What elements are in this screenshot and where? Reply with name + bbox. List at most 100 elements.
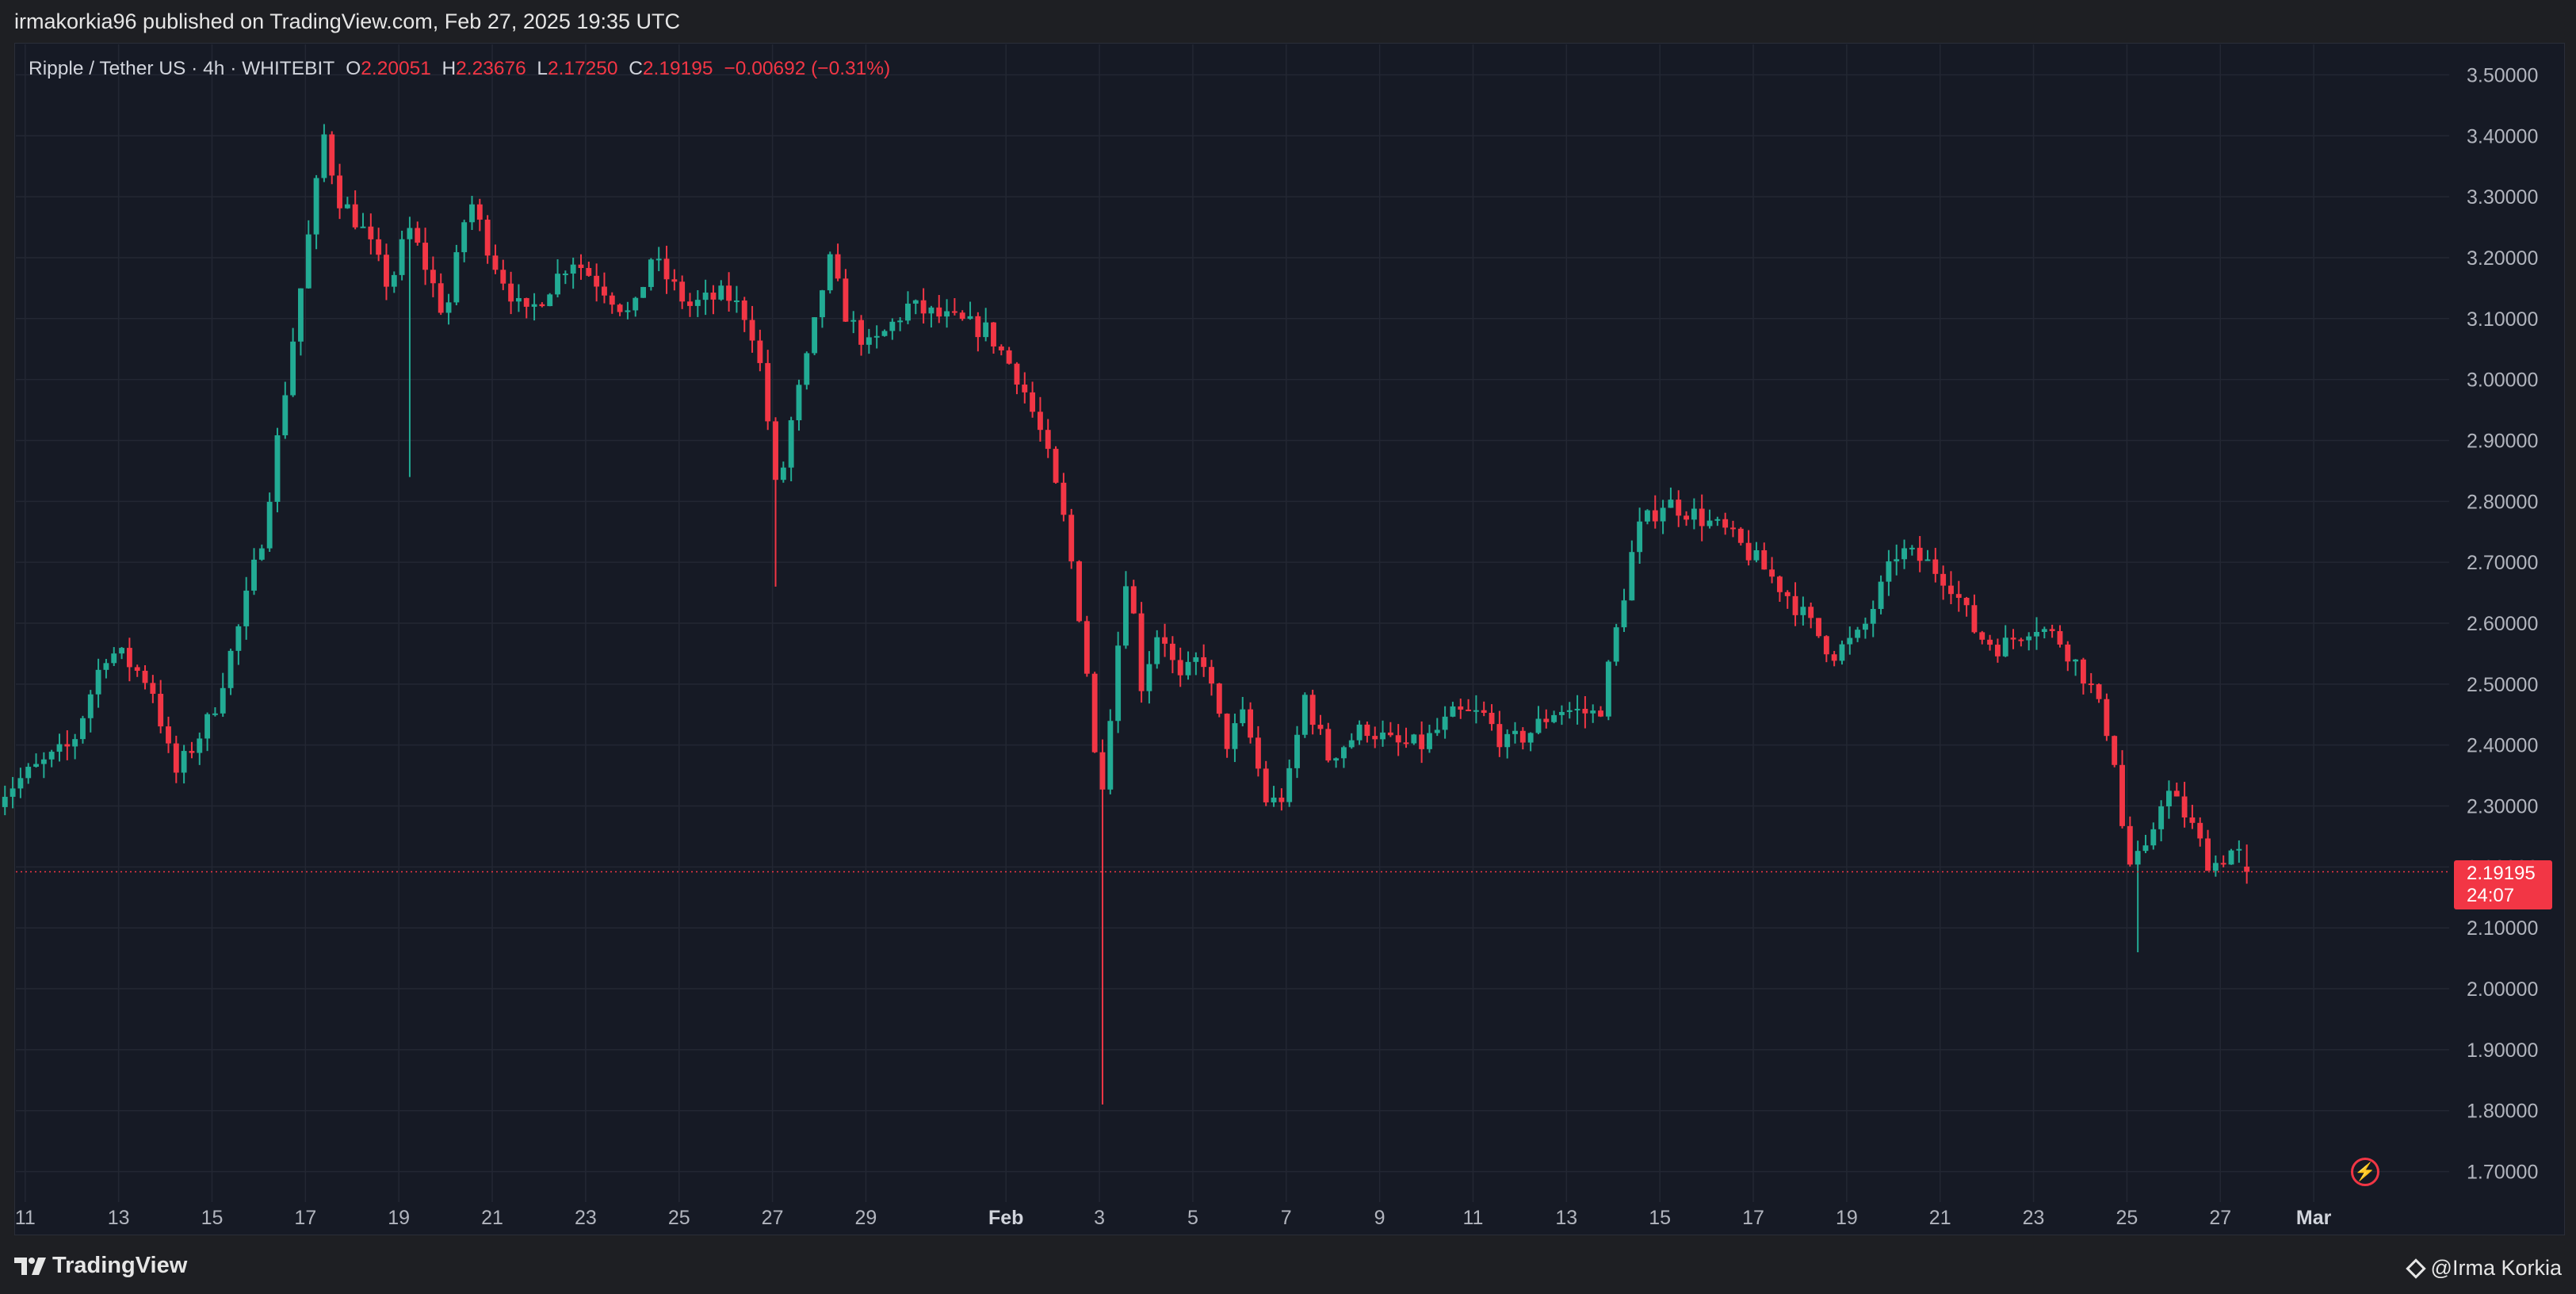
candle-body bbox=[2236, 848, 2242, 851]
candle-body bbox=[1169, 643, 1175, 660]
candle-body bbox=[1660, 507, 1666, 522]
candle-body bbox=[1209, 667, 1214, 684]
candle-body bbox=[1240, 709, 1246, 724]
candle-body bbox=[967, 316, 973, 320]
y-tick-label: 3.50000 bbox=[2467, 64, 2538, 86]
low-value: 2.17250 bbox=[548, 58, 618, 79]
x-tick-label: 27 bbox=[762, 1207, 784, 1229]
candle-body bbox=[321, 134, 327, 178]
x-tick-label: 9 bbox=[1374, 1207, 1385, 1229]
footer-bar: TradingView @Irma Korkia bbox=[0, 1245, 2576, 1294]
candle-body bbox=[453, 252, 460, 303]
candle-body bbox=[2244, 866, 2250, 872]
candle-body bbox=[1917, 547, 1923, 561]
x-tick-label: 3 bbox=[1094, 1207, 1105, 1229]
candle-body bbox=[445, 302, 452, 313]
published-by-text: irmakorkia96 published on TradingView.co… bbox=[14, 10, 680, 33]
candle-body bbox=[905, 303, 911, 321]
candle-body bbox=[1714, 519, 1721, 521]
candle-body bbox=[1955, 594, 1962, 598]
candle-body bbox=[126, 648, 132, 668]
candle-body bbox=[850, 320, 857, 322]
candle-body bbox=[266, 501, 273, 549]
candle-body bbox=[134, 667, 140, 671]
y-tick-label: 3.00000 bbox=[2467, 369, 2538, 392]
candle-body bbox=[181, 751, 187, 773]
candle-body bbox=[1037, 412, 1043, 431]
x-tick-label: 19 bbox=[1836, 1207, 1858, 1229]
candle-body bbox=[1605, 661, 1611, 717]
candle-body bbox=[827, 254, 833, 291]
candle-body bbox=[1769, 569, 1775, 577]
candle-body bbox=[1130, 586, 1137, 614]
candle-body bbox=[1271, 797, 1277, 802]
candle-body bbox=[56, 744, 63, 752]
candle-body bbox=[2212, 863, 2219, 871]
candle-body bbox=[290, 341, 296, 396]
candle-body bbox=[1551, 714, 1557, 722]
candle-body bbox=[40, 759, 47, 764]
candle-body bbox=[1831, 654, 1837, 661]
candle-body bbox=[1372, 736, 1378, 740]
candle-body bbox=[1466, 709, 1472, 711]
candle-body bbox=[1411, 734, 1417, 744]
candle-body bbox=[1668, 500, 1674, 508]
diamond-icon bbox=[2405, 1258, 2426, 1279]
candle-body bbox=[780, 467, 786, 480]
candle-body bbox=[274, 435, 281, 502]
candle-body bbox=[1201, 657, 1207, 668]
candle-body bbox=[72, 739, 78, 747]
candle-body bbox=[539, 304, 545, 307]
candle-body bbox=[1652, 510, 1658, 522]
candle-body bbox=[1676, 500, 1682, 516]
candle-body bbox=[344, 204, 350, 209]
candle-body bbox=[2018, 639, 2024, 641]
candle-body bbox=[2, 796, 8, 807]
symbol-legend[interactable]: Ripple / Tether US · 4h · WHITEBIT O2.20… bbox=[29, 56, 890, 82]
x-tick-label: 25 bbox=[2116, 1207, 2138, 1229]
candle-body bbox=[912, 300, 919, 304]
candle-body bbox=[337, 175, 342, 209]
x-tick-label: 29 bbox=[855, 1207, 877, 1229]
candle-body bbox=[212, 713, 218, 715]
candle-body bbox=[500, 270, 506, 284]
candle-body bbox=[103, 663, 109, 670]
chart-frame[interactable] bbox=[14, 43, 2565, 1235]
candle-body bbox=[2096, 684, 2102, 699]
candle-body bbox=[1629, 552, 1635, 601]
candle-body bbox=[1162, 637, 1168, 644]
candle-body bbox=[1317, 725, 1324, 729]
symbol-title[interactable]: Ripple / Tether US · 4h · WHITEBIT bbox=[29, 58, 335, 79]
candle-body bbox=[80, 718, 86, 740]
candle-body bbox=[873, 335, 880, 338]
candle-body bbox=[1022, 385, 1028, 392]
open-value: 2.20051 bbox=[361, 58, 431, 79]
candle-body bbox=[765, 362, 771, 422]
candle-body bbox=[1543, 718, 1550, 722]
lightning-icon[interactable]: ⚡ bbox=[2351, 1158, 2379, 1186]
candle-body bbox=[492, 255, 499, 270]
candle-body bbox=[1496, 724, 1503, 748]
tradingview-logo[interactable]: TradingView bbox=[14, 1253, 187, 1279]
candle-body bbox=[142, 670, 148, 683]
x-tick-label: 27 bbox=[2209, 1207, 2231, 1229]
candle-body bbox=[602, 286, 607, 296]
candle-body bbox=[625, 310, 631, 312]
candle-body bbox=[1146, 664, 1152, 691]
candle-body bbox=[1979, 632, 1986, 640]
candle-body bbox=[1722, 519, 1729, 528]
candle-body bbox=[422, 243, 429, 270]
candle-body bbox=[2189, 817, 2196, 823]
x-tick-label: 7 bbox=[1281, 1207, 1292, 1229]
candle-body bbox=[959, 312, 965, 320]
candle-body bbox=[881, 331, 888, 336]
candle-body bbox=[1278, 797, 1285, 802]
candle-body bbox=[352, 204, 358, 228]
candle-body bbox=[1574, 708, 1580, 710]
candle-body bbox=[64, 744, 71, 747]
candle-body bbox=[1761, 549, 1768, 570]
close-label: C bbox=[629, 58, 643, 79]
candle-body bbox=[835, 254, 841, 279]
candle-body bbox=[1582, 708, 1588, 714]
